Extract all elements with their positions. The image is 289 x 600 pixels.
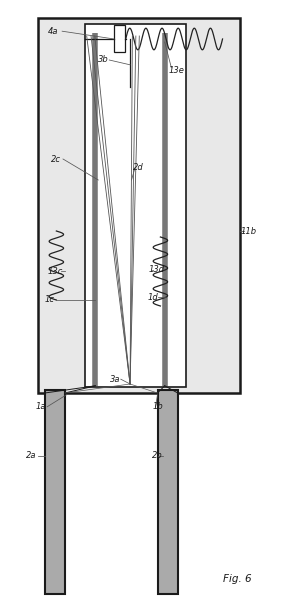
Text: 13d: 13d <box>149 265 165 275</box>
Text: 13c: 13c <box>47 266 63 275</box>
Text: 2b: 2b <box>152 451 163 461</box>
Bar <box>114 25 125 52</box>
Text: 2c: 2c <box>51 154 60 163</box>
Text: 2d: 2d <box>133 163 144 173</box>
Text: Fig. 6: Fig. 6 <box>223 574 251 584</box>
Bar <box>45 390 65 594</box>
Text: 4a: 4a <box>48 26 59 36</box>
Text: 2a: 2a <box>26 451 36 461</box>
Text: 1a: 1a <box>35 402 46 412</box>
Text: 13e: 13e <box>168 66 184 75</box>
Bar <box>38 18 240 393</box>
Bar <box>85 24 186 387</box>
Text: 3b: 3b <box>98 55 109 64</box>
Text: 1d: 1d <box>148 292 159 301</box>
Text: 1b: 1b <box>153 402 164 412</box>
Bar <box>158 390 178 594</box>
Text: 3a: 3a <box>110 374 120 384</box>
Text: 1c: 1c <box>44 295 54 304</box>
Text: 11b: 11b <box>241 226 257 235</box>
